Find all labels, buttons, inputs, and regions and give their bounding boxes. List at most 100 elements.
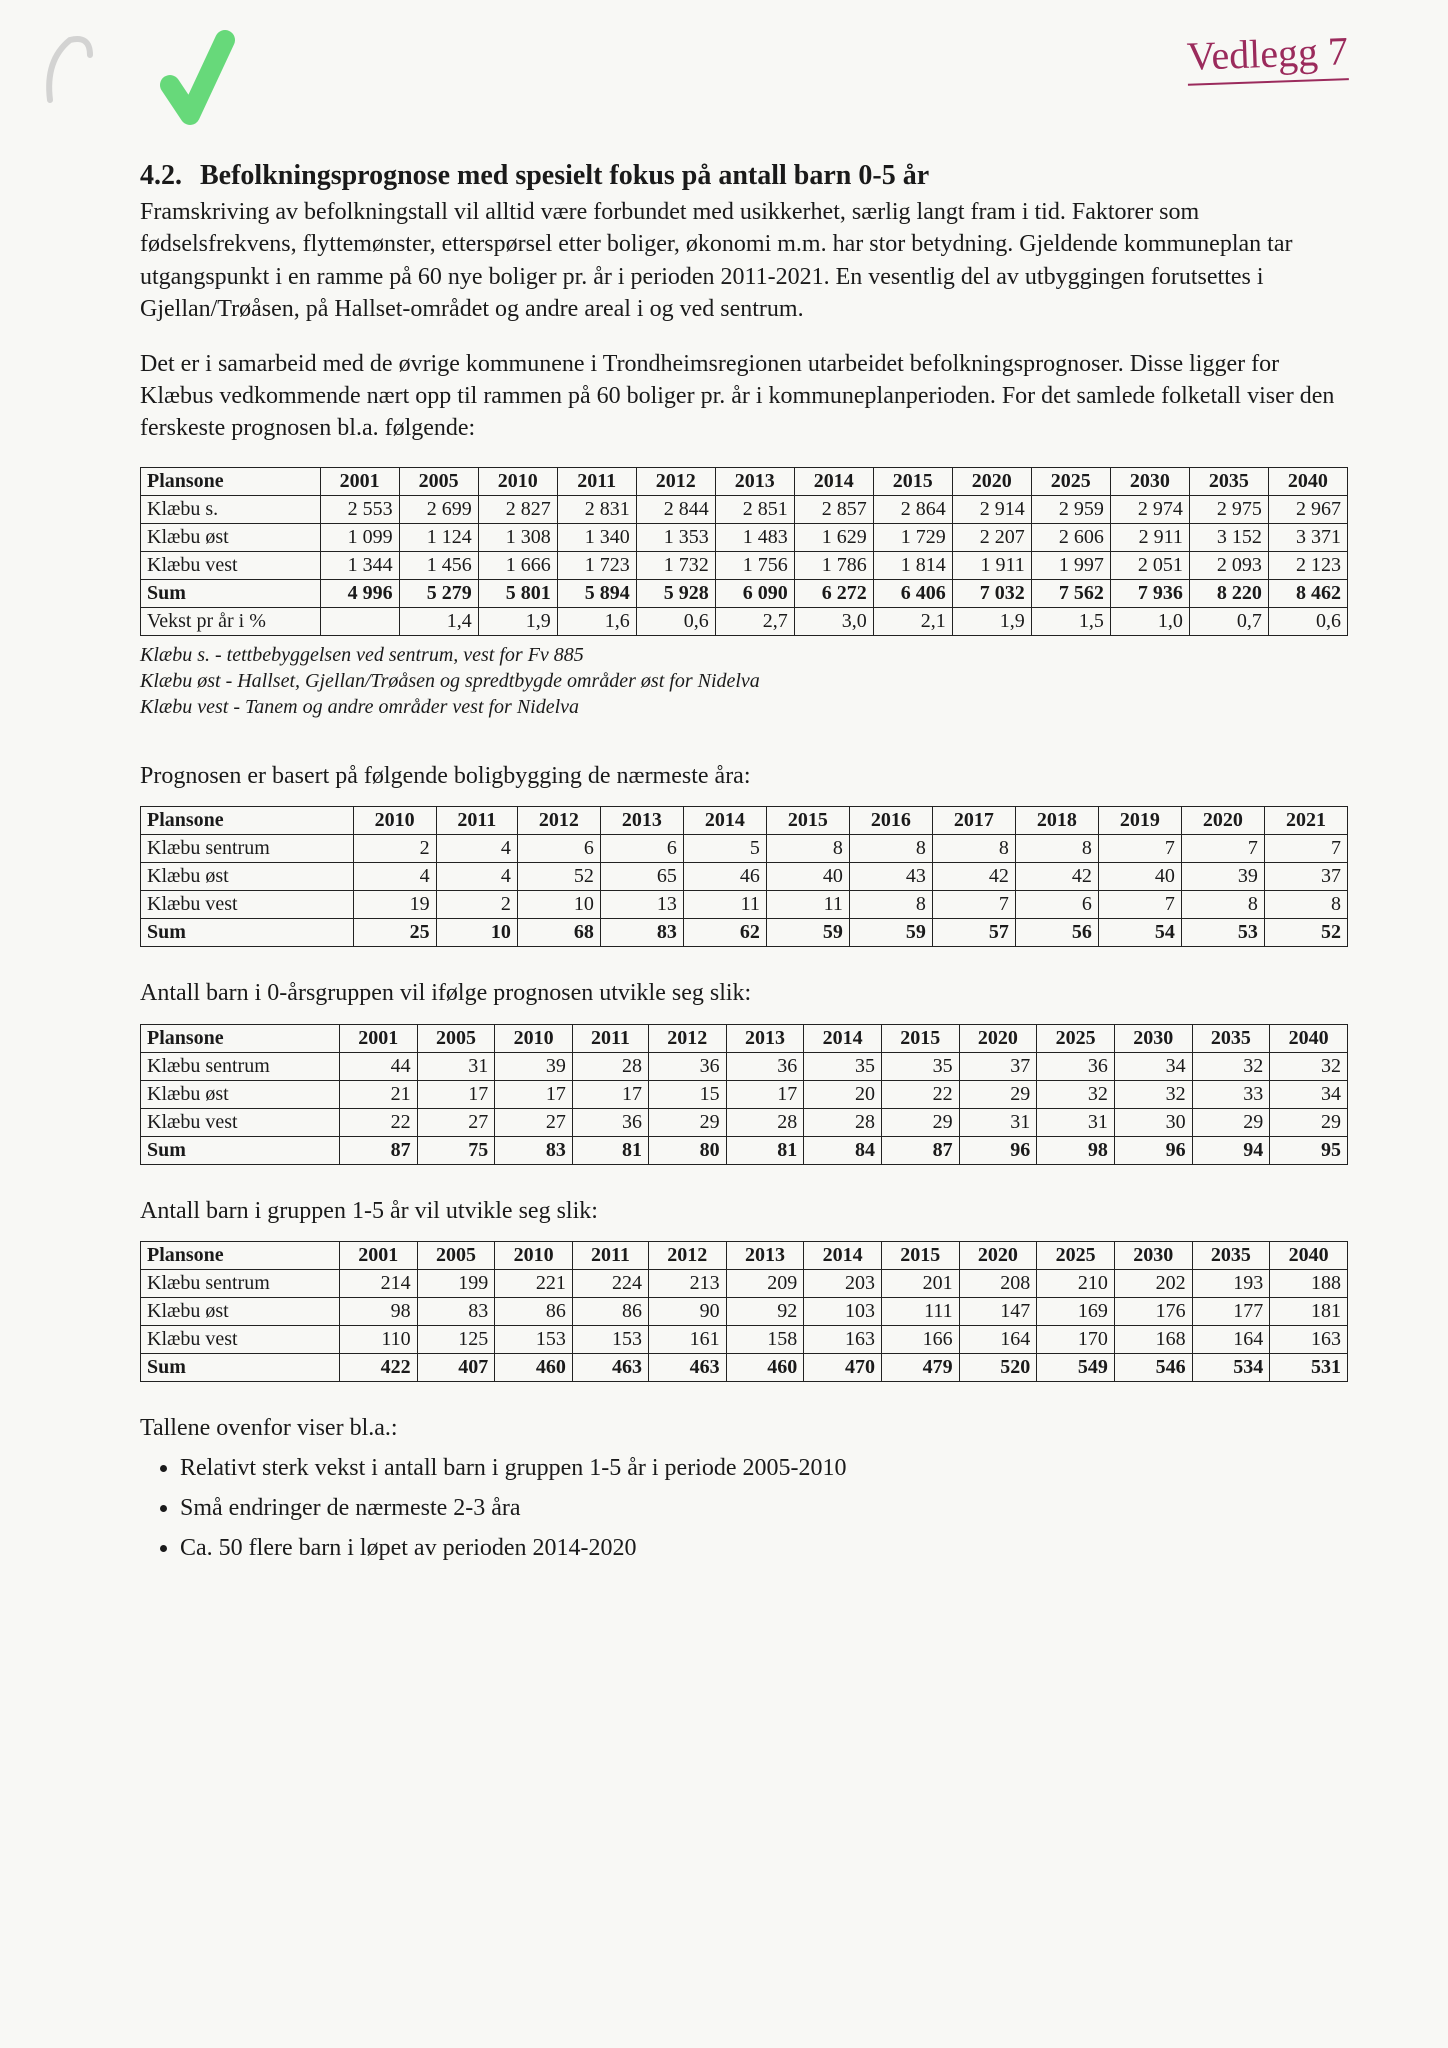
- cell: 1 666: [478, 551, 557, 579]
- cell: 193: [1192, 1269, 1270, 1297]
- cell: 81: [572, 1136, 648, 1164]
- cell: 169: [1037, 1297, 1115, 1325]
- cell: Klæbu sentrum: [141, 1269, 340, 1297]
- cell: 17: [417, 1080, 495, 1108]
- cell: 20: [804, 1080, 882, 1108]
- col-header: 2025: [1031, 467, 1110, 495]
- cell: 463: [648, 1353, 726, 1381]
- cell: 28: [804, 1108, 882, 1136]
- cell: 164: [1192, 1325, 1270, 1353]
- cell: 11: [683, 891, 766, 919]
- cell: Klæbu sentrum: [141, 1052, 340, 1080]
- cell: 1 786: [794, 551, 873, 579]
- cell: 199: [417, 1269, 495, 1297]
- col-header: 2040: [1270, 1024, 1348, 1052]
- col-header: 2005: [417, 1241, 495, 1269]
- cell: 37: [959, 1052, 1037, 1080]
- col-header: 2018: [1015, 807, 1098, 835]
- cell: 84: [804, 1136, 882, 1164]
- cell: 147: [959, 1297, 1037, 1325]
- footnote-line: Klæbu vest - Tanem og andre områder vest…: [140, 694, 1348, 720]
- cell: 95: [1270, 1136, 1348, 1164]
- cell: 2 831: [557, 495, 636, 523]
- cell: 5 801: [478, 579, 557, 607]
- cell: 1 099: [320, 523, 399, 551]
- cell: Klæbu øst: [141, 523, 321, 551]
- col-header: 2011: [557, 467, 636, 495]
- cell: 96: [1114, 1136, 1192, 1164]
- staple-mark: [40, 30, 100, 110]
- cell: 2 959: [1031, 495, 1110, 523]
- cell: 2 207: [952, 523, 1031, 551]
- cell: 29: [648, 1108, 726, 1136]
- col-header: 2030: [1114, 1024, 1192, 1052]
- cell: 2 093: [1189, 551, 1268, 579]
- cell: 90: [648, 1297, 726, 1325]
- cell: Sum: [141, 1136, 340, 1164]
- table-row: Klæbu øst9883868690921031111471691761771…: [141, 1297, 1348, 1325]
- cell: 27: [417, 1108, 495, 1136]
- col-header: 2013: [726, 1024, 804, 1052]
- cell: 35: [881, 1052, 959, 1080]
- cell: Klæbu vest: [141, 1325, 340, 1353]
- cell: 158: [726, 1325, 804, 1353]
- cell: 224: [572, 1269, 648, 1297]
- cell: 36: [726, 1052, 804, 1080]
- col-header: 2015: [873, 467, 952, 495]
- cell: 6 406: [873, 579, 952, 607]
- table-row: Klæbu sentrum246658888777: [141, 835, 1348, 863]
- cell: 10: [517, 891, 600, 919]
- cell: 1,5: [1031, 607, 1110, 635]
- sum-row: Sum87758381808184879698969495: [141, 1136, 1348, 1164]
- col-header: 2013: [726, 1241, 804, 1269]
- cell: 68: [517, 919, 600, 947]
- cell: 168: [1114, 1325, 1192, 1353]
- col-header: 2012: [648, 1241, 726, 1269]
- col-header: 2012: [648, 1024, 726, 1052]
- cell: 1 814: [873, 551, 952, 579]
- col-header: 2017: [932, 807, 1015, 835]
- col-header: 2010: [495, 1024, 573, 1052]
- col-header: 2035: [1192, 1024, 1270, 1052]
- cell: 57: [932, 919, 1015, 947]
- cell: 531: [1270, 1353, 1348, 1381]
- cell: 1 308: [478, 523, 557, 551]
- cell: 2 974: [1110, 495, 1189, 523]
- col-header: 2030: [1110, 467, 1189, 495]
- cell: 1 344: [320, 551, 399, 579]
- cell: Klæbu øst: [141, 1297, 340, 1325]
- cell: 1 456: [399, 551, 478, 579]
- col-header: Plansone: [141, 1241, 340, 1269]
- col-header: 2035: [1189, 467, 1268, 495]
- cell: 30: [1114, 1108, 1192, 1136]
- cell: 153: [495, 1325, 573, 1353]
- cell: 52: [1264, 919, 1347, 947]
- footnote-line: Klæbu s. - tettbebyggelsen ved sentrum, …: [140, 642, 1348, 668]
- col-header: 2020: [959, 1024, 1037, 1052]
- cell: Klæbu øst: [141, 1080, 340, 1108]
- cell: 29: [959, 1080, 1037, 1108]
- intro-housing: Prognosen er basert på følgende boligbyg…: [140, 760, 1348, 792]
- table-row: Klæbu s.2 5532 6992 8272 8312 8442 8512 …: [141, 495, 1348, 523]
- cell: 1 124: [399, 523, 478, 551]
- cell: 25: [353, 919, 436, 947]
- summary-list: Relativt sterk vekst i antall barn i gru…: [180, 1450, 1348, 1566]
- cell: 29: [1192, 1108, 1270, 1136]
- cell: 2 051: [1110, 551, 1189, 579]
- col-header: 2014: [804, 1241, 882, 1269]
- cell: 46: [683, 863, 766, 891]
- cell: 22: [881, 1080, 959, 1108]
- cell: 7: [1264, 835, 1347, 863]
- cell: 29: [1270, 1108, 1348, 1136]
- cell: 6: [1015, 891, 1098, 919]
- cell: 2 844: [636, 495, 715, 523]
- cell: 7: [1098, 835, 1181, 863]
- paragraph-1: Framskriving av befolkningstall vil allt…: [140, 196, 1348, 326]
- document-page: Vedlegg 7 4.2.Befolkningsprognose med sp…: [0, 0, 1448, 2048]
- table-row: Klæbu vest1 3441 4561 6661 7231 7321 756…: [141, 551, 1348, 579]
- growth-row: Vekst pr år i %1,41,91,60,62,73,02,11,91…: [141, 607, 1348, 635]
- cell: 83: [495, 1136, 573, 1164]
- cell: 98: [339, 1297, 417, 1325]
- cell: 2 827: [478, 495, 557, 523]
- cell: 0,7: [1189, 607, 1268, 635]
